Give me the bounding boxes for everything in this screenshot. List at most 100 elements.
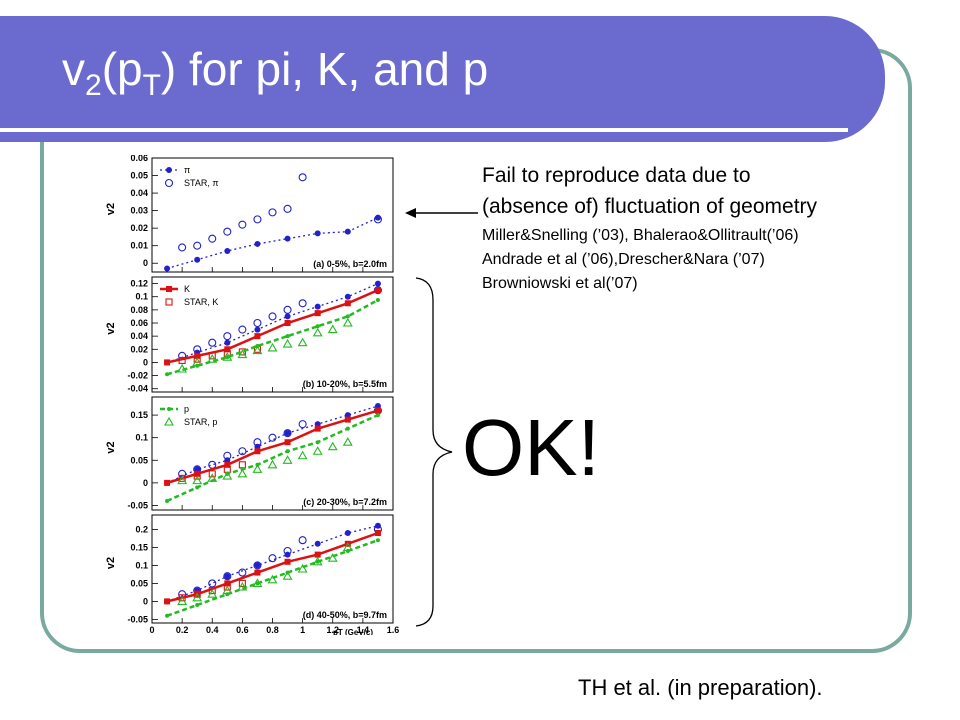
data-point-pion-data — [268, 208, 277, 217]
data-point-proton-data — [282, 571, 293, 580]
series-line-kaon-model — [166, 288, 379, 364]
y-tick-label: -0.04 — [127, 384, 148, 394]
x-tick-label: 1 — [300, 625, 305, 635]
data-point-proton-data — [252, 345, 263, 355]
data-point-kaon-model — [344, 300, 351, 307]
description: Fail to reproduce data due to (absence o… — [482, 160, 817, 222]
legend-marker — [167, 407, 171, 411]
y-tick-label: 0.06 — [130, 318, 148, 328]
data-point-proton-data — [267, 459, 278, 469]
data-point-pion-data — [223, 227, 232, 236]
data-point-kaon-data — [178, 474, 186, 482]
data-point-pion-data — [253, 561, 262, 570]
chart-panel-2: -0.04 -0.02 0 0.02 0.04 0.06 0.08 0.1 0.12 v2 K STA… — [105, 276, 394, 394]
y-tick-label: 0.02 — [130, 344, 148, 354]
data-point-pion-data — [283, 305, 292, 314]
legend-marker — [166, 167, 172, 173]
panel-frame — [151, 157, 394, 273]
y-tick-label: 0.03 — [130, 206, 148, 216]
data-point-proton-data — [192, 592, 203, 602]
y-tick-label: 0 — [143, 258, 148, 268]
panel-frame — [151, 514, 394, 624]
data-point-kaon-model — [164, 598, 171, 605]
data-point-kaon-model — [284, 439, 291, 446]
data-point-proton-data — [207, 589, 218, 598]
data-point-pion-data — [283, 546, 292, 556]
y-tick-label: 0.12 — [130, 279, 148, 289]
data-point-kaon-model — [374, 530, 381, 536]
chart-panel-3: -0.05 0 0.05 0.1 0.15 v2 p STAR, p (c) 20-30%, b… — [105, 396, 394, 511]
y-tick-label: 0 — [143, 478, 148, 488]
data-point-pion-data — [238, 568, 247, 577]
legend-label: π — [184, 165, 190, 175]
data-point-kaon-model — [374, 287, 381, 294]
y-tick-label: 0.15 — [130, 542, 148, 552]
data-point-proton-data — [342, 542, 353, 551]
data-point-proton-model — [285, 334, 290, 339]
y-tick-label: -0.05 — [127, 500, 148, 510]
ok-label: OK! — [462, 403, 600, 492]
data-point-pion-data — [373, 286, 382, 295]
data-point-pion-model — [194, 466, 201, 473]
title-sub-t: T — [142, 69, 161, 102]
data-point-pion-model — [254, 562, 261, 569]
data-point-kaon-model — [254, 333, 261, 340]
y-tick-label: 0.06 — [130, 155, 148, 163]
data-point-proton-data — [297, 337, 308, 347]
y-tick-label: 0.1 — [135, 292, 148, 302]
y-tick-label: -0.05 — [127, 614, 148, 624]
legend-marker — [164, 416, 174, 426]
reference-line-1: Miller&Snelling (’03), Bhalerao&Ollitrau… — [482, 227, 799, 244]
y-tick-label: 0.02 — [130, 223, 148, 233]
data-point-pion-data — [268, 554, 277, 563]
slide-title: v2(pT) for pi, K, and p — [62, 42, 488, 103]
legend: K STAR, K — [160, 284, 218, 307]
data-point-pion-data — [238, 447, 247, 456]
data-point-proton-model — [285, 449, 290, 454]
data-point-pion-data — [283, 429, 292, 438]
data-point-proton-data — [267, 574, 278, 584]
y-tick-label: -0.02 — [127, 371, 148, 381]
data-point-pion-model — [344, 228, 351, 235]
data-point-proton-data — [312, 556, 323, 566]
data-point-proton-data — [192, 357, 203, 366]
data-point-kaon-data — [223, 583, 231, 591]
panel-frame — [151, 276, 394, 393]
data-point-proton-model — [375, 538, 380, 543]
title-v: v — [62, 43, 85, 95]
reference-line-3: Browniowski et al(’07) — [482, 275, 638, 292]
description-line-2: (absence of) fluctuation of geometry — [482, 195, 818, 218]
data-point-kaon-model — [314, 310, 321, 317]
y-tick-label: 0.08 — [130, 305, 148, 315]
data-point-pion-model — [374, 280, 381, 287]
data-point-proton-data — [252, 578, 263, 587]
data-point-pion-data — [298, 299, 307, 308]
data-point-proton-data — [222, 470, 233, 480]
v2-figure: 0 0.01 0.02 0.03 0.04 0.05 0.06 v2 π STAR, π (a) 0… — [105, 153, 399, 637]
panel-frame — [151, 396, 394, 511]
data-point-proton-model — [345, 549, 350, 553]
x-axis-label: pT (GeV/c) — [333, 628, 373, 635]
y-axis-label: v2 — [105, 557, 117, 569]
x-tick-label: 0.8 — [266, 625, 279, 635]
panel-label: (a) 0-5%, b=2.0fm — [313, 259, 387, 269]
data-point-pion-data — [253, 438, 262, 447]
data-point-pion-data — [298, 173, 307, 182]
data-point-kaon-model — [254, 448, 261, 455]
series-line-kaon-model — [166, 531, 379, 603]
data-point-kaon-model — [314, 551, 321, 558]
legend-marker — [165, 298, 173, 306]
data-point-pion-data — [193, 345, 202, 354]
panel-label: (d) 40-50%, b=9.7fm — [303, 610, 387, 620]
data-point-proton-model — [315, 440, 320, 445]
data-point-proton-data — [342, 437, 353, 446]
data-point-pion-model — [344, 530, 351, 536]
data-point-kaon-data — [193, 355, 201, 363]
data-point-proton-data — [177, 363, 188, 373]
data-point-kaon-model — [284, 320, 291, 326]
data-point-proton-data — [327, 324, 338, 334]
data-point-proton-data — [342, 317, 353, 327]
data-point-pion-model — [254, 326, 261, 333]
data-point-pion-data — [373, 215, 382, 224]
data-point-kaon-data — [208, 470, 216, 478]
